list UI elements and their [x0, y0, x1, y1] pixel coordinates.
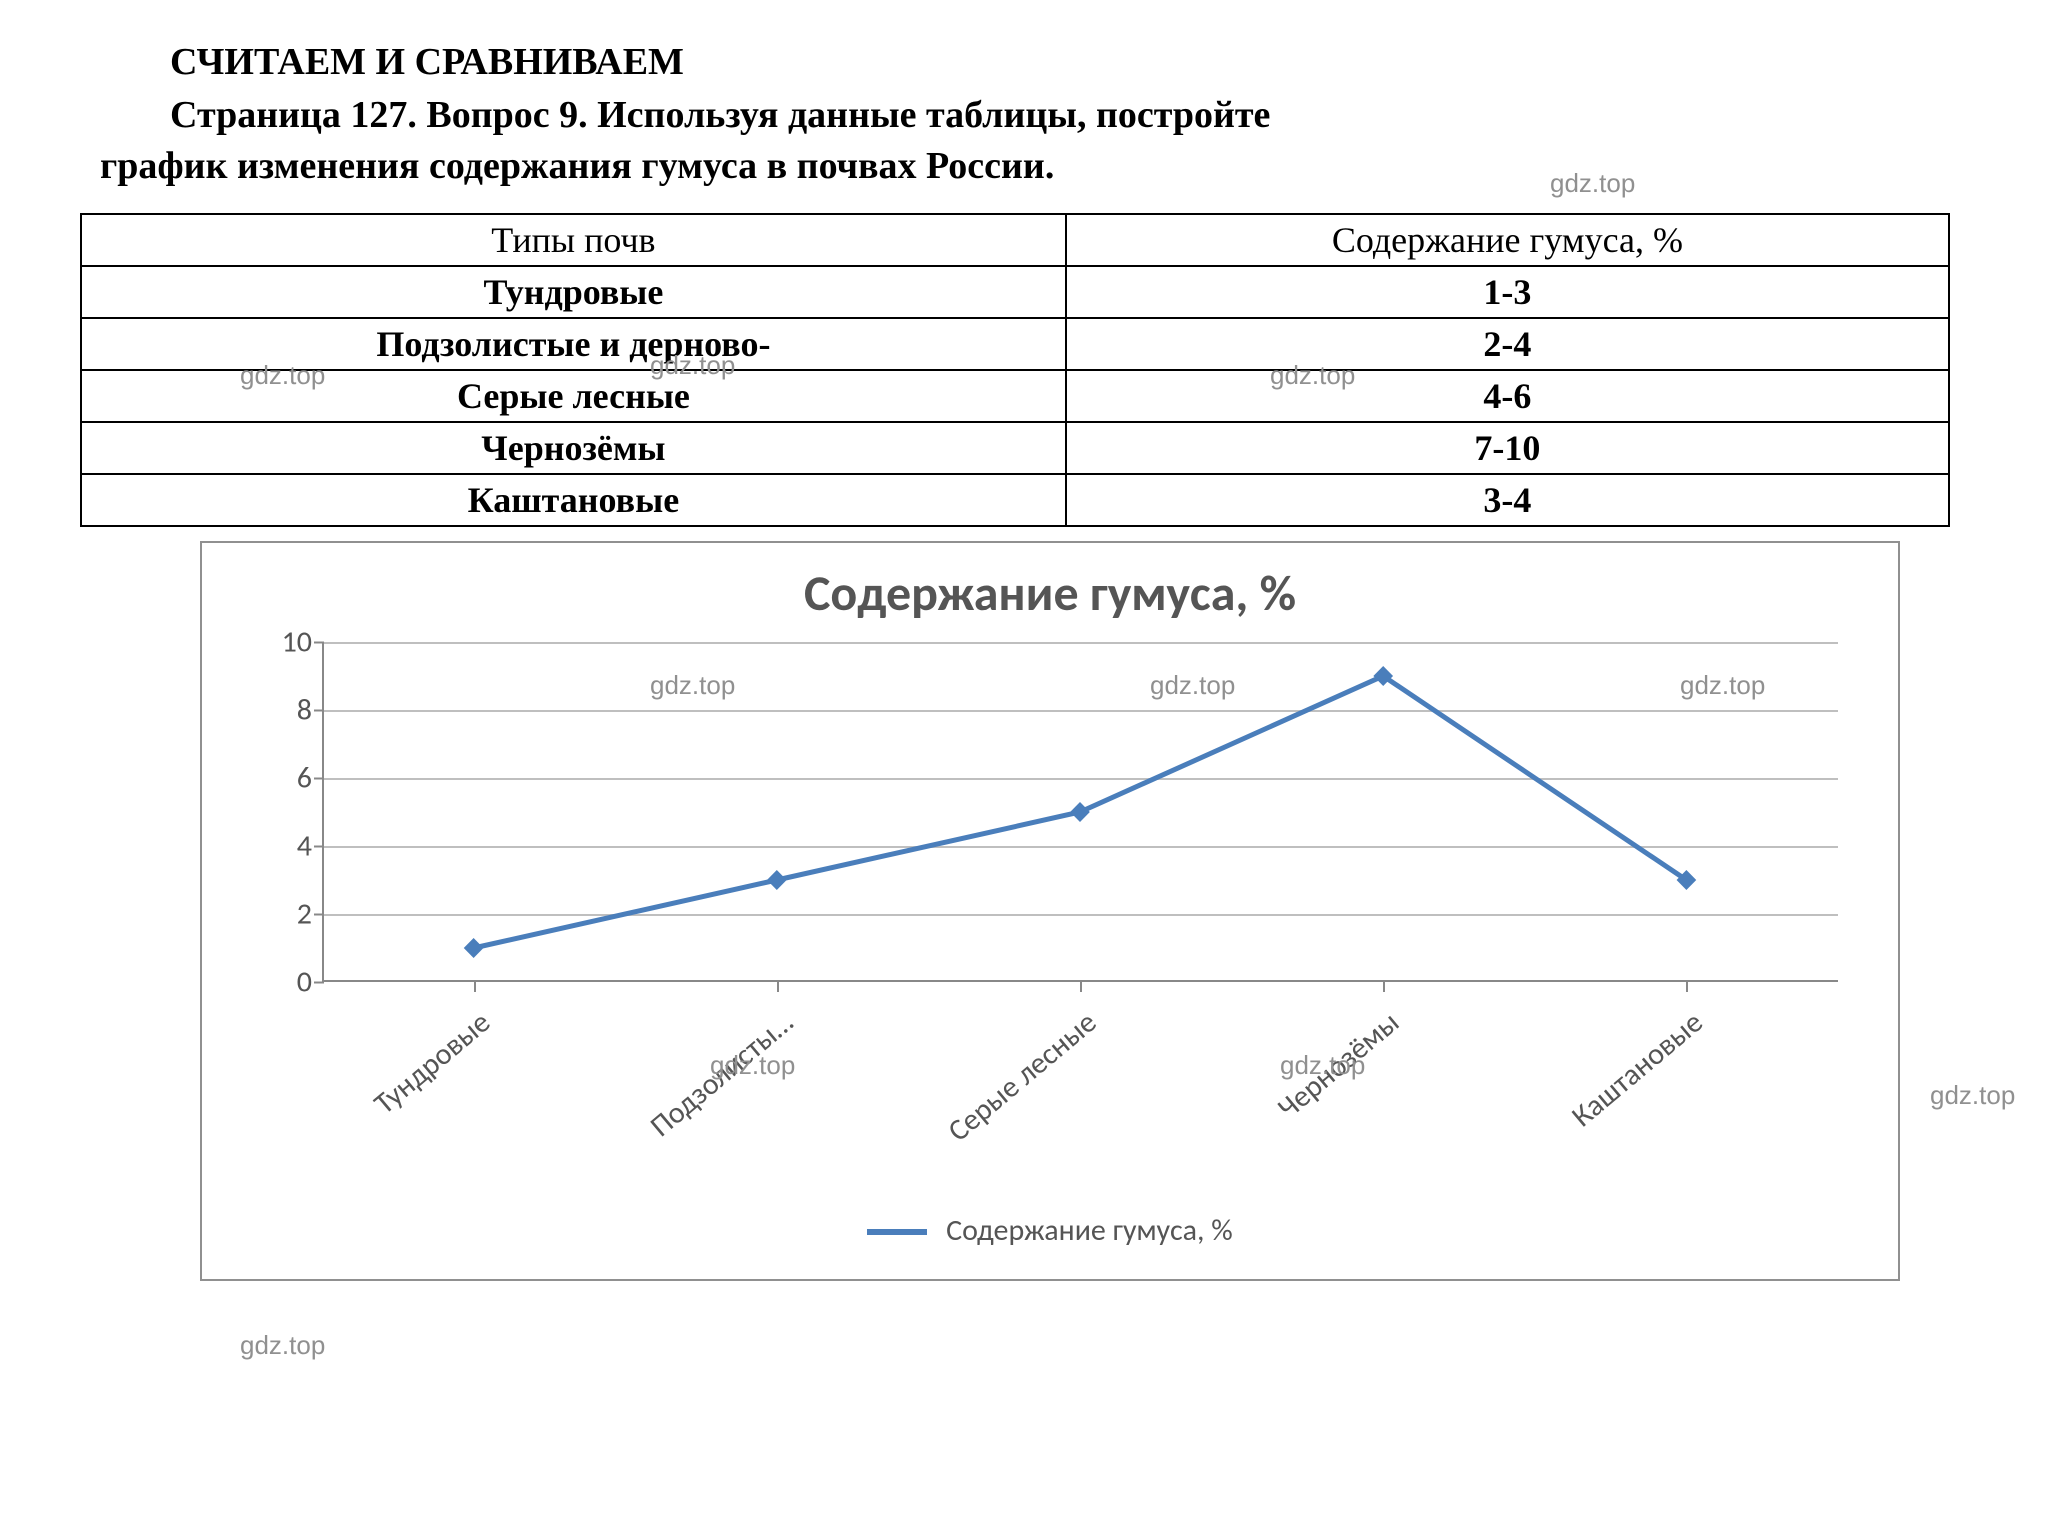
x-tick-mark: [1080, 982, 1082, 992]
chart-marker: [1070, 802, 1090, 822]
table-row: Серые лесные4-6: [81, 370, 1949, 422]
chart-marker: [464, 938, 484, 958]
y-tick-label: 2: [252, 895, 312, 932]
table-cell-soil-type: Каштановые: [81, 474, 1066, 526]
section-heading: СЧИТАЕМ И СРАВНИВАЕМ: [170, 40, 1989, 84]
chart-y-labels: 0246810: [252, 642, 312, 982]
table-cell-humus-value: 7-10: [1066, 422, 1949, 474]
question-text-line2: график изменения содержания гумуса в поч…: [60, 141, 1989, 192]
legend-label: Содержание гумуса, %: [946, 1212, 1233, 1249]
table-cell-humus-value: 3-4: [1066, 474, 1949, 526]
chart-series: [322, 642, 1838, 982]
legend-swatch: [867, 1229, 927, 1235]
table-cell-humus-value: 4-6: [1066, 370, 1949, 422]
table-cell-soil-type: Серые лесные: [81, 370, 1066, 422]
x-tick-label: Тундровые: [366, 1004, 497, 1122]
table-row: Подзолистые и дерново-2-4: [81, 318, 1949, 370]
table-row: Каштановые3-4: [81, 474, 1949, 526]
table-cell-humus-value: 2-4: [1066, 318, 1949, 370]
x-tick-mark: [777, 982, 779, 992]
chart-legend: Содержание гумуса, %: [232, 1212, 1868, 1249]
table-cell-soil-type: Тундровые: [81, 266, 1066, 318]
x-tick-label: Подзолисты…: [643, 1004, 801, 1145]
heading-block: СЧИТАЕМ И СРАВНИВАЕМ Страница 127. Вопро…: [170, 40, 1989, 193]
humus-chart: Содержание гумуса, % 0246810 ТундровыеПо…: [200, 541, 1900, 1281]
chart-x-labels: Тундровые Подзолисты… Серые лесные Чернозём…: [322, 982, 1838, 1202]
x-tick-mark: [1686, 982, 1688, 992]
x-tick-label: Чернозёмы: [1271, 1004, 1407, 1127]
page: СЧИТАЕМ И СРАВНИВАЕМ Страница 127. Вопро…: [60, 40, 1989, 1281]
chart-plot-area: 0246810: [322, 642, 1838, 982]
watermark: gdz.top: [240, 1330, 325, 1361]
y-tick-label: 8: [252, 691, 312, 728]
x-tick-label: Серые лесные: [940, 1004, 1103, 1149]
table-cell-soil-type: Чернозёмы: [81, 422, 1066, 474]
table-cell-soil-type: Подзолистые и дерново-: [81, 318, 1066, 370]
watermark: gdz.top: [1930, 1080, 2015, 1111]
question-text-line1: Страница 127. Вопрос 9. Используя данные…: [60, 90, 1989, 141]
y-tick-label: 4: [252, 827, 312, 864]
y-tick-label: 0: [252, 963, 312, 1000]
table-header-soil-type: Типы почв: [81, 214, 1066, 266]
table-cell-humus-value: 1-3: [1066, 266, 1949, 318]
table-row: Тундровые1-3: [81, 266, 1949, 318]
x-tick-mark: [474, 982, 476, 992]
chart-title: Содержание гумуса, %: [232, 563, 1868, 624]
soil-humus-table: Типы почв Содержание гумуса, % Тундровые…: [80, 213, 1950, 527]
y-tick-label: 6: [252, 759, 312, 796]
x-tick-label: Каштановые: [1564, 1004, 1710, 1135]
table-header-row: Типы почв Содержание гумуса, %: [81, 214, 1949, 266]
table-header-humus: Содержание гумуса, %: [1066, 214, 1949, 266]
y-tick-label: 10: [252, 623, 312, 660]
table-row: Чернозёмы7-10: [81, 422, 1949, 474]
chart-marker: [767, 870, 787, 890]
x-tick-mark: [1383, 982, 1385, 992]
